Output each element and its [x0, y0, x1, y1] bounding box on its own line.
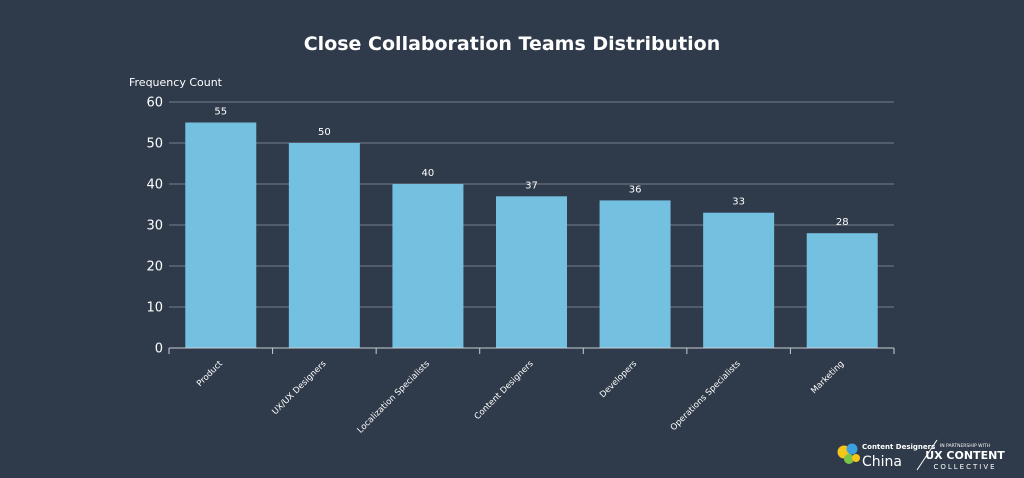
- flower-icon: [837, 443, 860, 464]
- bar: [392, 184, 464, 348]
- x-tick-label: UX/UX Designers: [270, 359, 328, 417]
- bar: [288, 143, 360, 348]
- x-tick-label: Developers: [598, 359, 640, 401]
- y-axis-title: Frequency Count: [129, 76, 223, 89]
- x-tick-label: Content Designers: [473, 359, 536, 422]
- axes: [168, 347, 895, 354]
- x-tick-label: Marketing: [809, 359, 846, 396]
- logo-partnership-text: IN PARTNERSHIP WITH: [940, 443, 990, 449]
- chart-title: Close Collaboration Teams Distribution: [304, 33, 721, 55]
- y-tick-label: 50: [146, 137, 163, 152]
- content-designers-china-logo: Content Designers China: [837, 443, 935, 470]
- data-label: 40: [422, 168, 435, 179]
- y-tick-label: 10: [146, 301, 163, 316]
- logo-divider: [916, 439, 938, 471]
- bar: [185, 122, 257, 348]
- x-tick-label: Localization Specialists: [356, 359, 433, 436]
- bar: [599, 200, 671, 348]
- bar: [496, 196, 567, 348]
- x-tick-label: Product: [195, 359, 225, 389]
- y-tick-label: 60: [146, 96, 163, 111]
- y-tick-label: 40: [146, 178, 163, 193]
- data-label: 28: [836, 217, 849, 228]
- logo-china-text: China: [862, 454, 902, 470]
- ux-content-collective-logo: IN PARTNERSHIP WITH UX CONTENT COLLECTIV…: [925, 443, 1005, 471]
- y-tick-label: 20: [146, 260, 163, 275]
- data-label: 50: [318, 127, 331, 138]
- y-tick-label: 30: [146, 219, 163, 234]
- bars: [185, 122, 878, 348]
- data-label: 36: [629, 184, 642, 195]
- data-label: 37: [525, 180, 538, 191]
- logo-content-designers-text: Content Designers: [862, 443, 935, 451]
- x-tick-label: Operations Specialists: [669, 359, 743, 433]
- logo-ux-content-text: UX CONTENT: [925, 449, 1005, 462]
- y-tick-label: 0: [155, 342, 163, 357]
- data-label: 33: [732, 197, 745, 208]
- bar: [806, 233, 878, 348]
- bar: [703, 212, 775, 348]
- logo-collective-text: COLLECTIVE: [933, 463, 996, 471]
- data-label: 55: [214, 107, 227, 118]
